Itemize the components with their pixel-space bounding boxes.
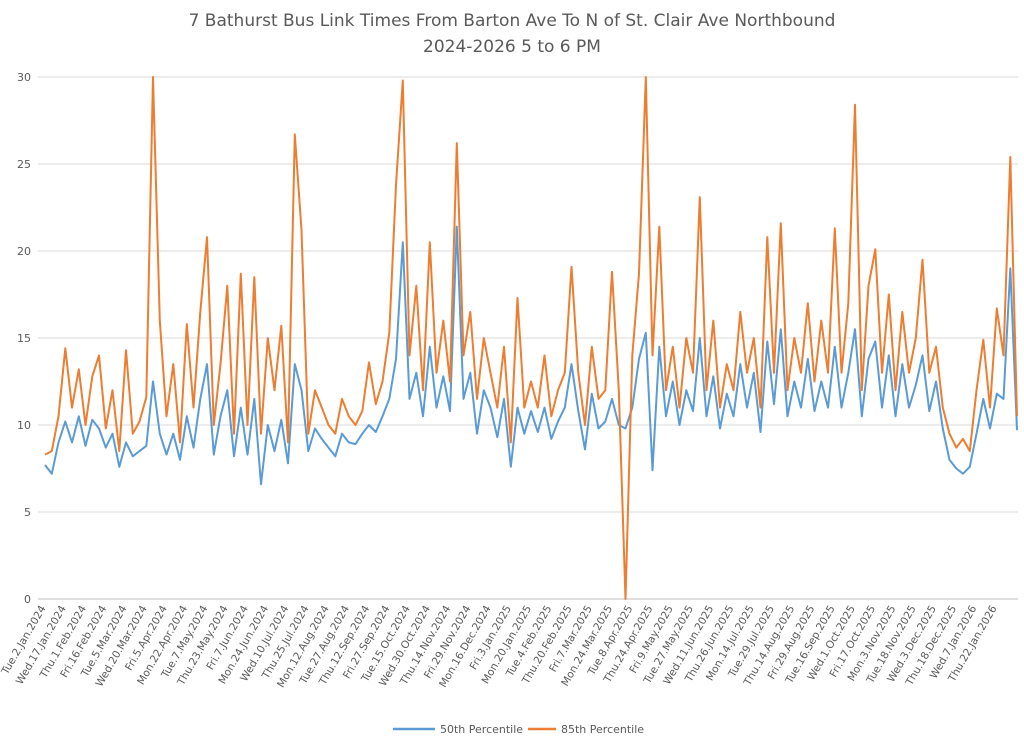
y-tick-label: 20 [17, 245, 31, 258]
legend-label-85th: 85th Percentile [561, 723, 644, 736]
chart-subtitle: 2024-2026 5 to 6 PM [423, 37, 601, 57]
series-line-p50 [44, 225, 1018, 486]
y-axis-ticks: 0 5 10 15 20 25 30 [17, 71, 31, 606]
y-tick-label: 5 [24, 506, 31, 519]
series-lines [44, 76, 1018, 600]
x-axis-ticks: Tue.2.Jan.2024Wed.17.Jan.2024Thu.1.Feb.2… [0, 603, 1000, 690]
y-tick-label: 10 [17, 419, 31, 432]
y-tick-label: 30 [17, 71, 31, 84]
y-tick-label: 25 [17, 158, 31, 171]
y-tick-label: 0 [24, 593, 31, 606]
y-tick-label: 15 [17, 332, 31, 345]
legend: 50th Percentile 85th Percentile [393, 723, 644, 736]
gridlines [38, 76, 1018, 600]
legend-label-50th: 50th Percentile [440, 723, 523, 736]
series-line-p85 [44, 76, 1018, 600]
chart-title: 7 Bathurst Bus Link Times From Barton Av… [189, 11, 836, 31]
